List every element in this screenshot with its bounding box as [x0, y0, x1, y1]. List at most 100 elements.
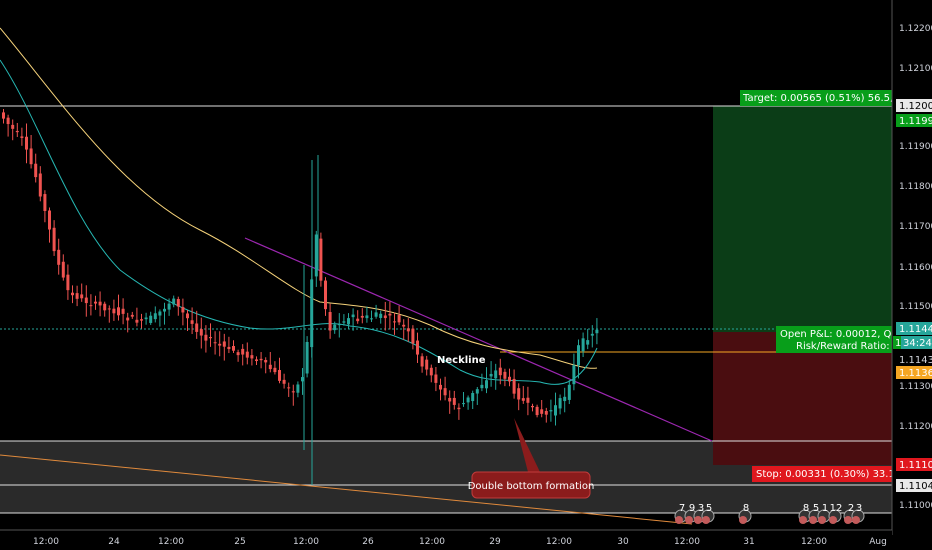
x-tick-label: Aug — [869, 537, 887, 547]
stop-label: Stop: 0.00331 (0.30%) 33.1, Ar — [756, 469, 913, 480]
candle-body — [429, 367, 433, 376]
candle-body — [549, 410, 553, 412]
y-tick-label: 1.12100 — [899, 64, 932, 74]
candle-body — [498, 367, 502, 376]
candle-body — [186, 313, 189, 319]
descending-trendline[interactable] — [244, 237, 713, 442]
candle-body — [494, 370, 498, 379]
tag-countdown-text: 34:24 — [903, 338, 932, 349]
callout-pointer — [514, 418, 540, 472]
candle-body — [89, 305, 93, 307]
candle-body — [57, 249, 61, 265]
tag-target — [896, 114, 932, 127]
candle-body — [512, 378, 516, 394]
candle-body — [457, 407, 461, 410]
tag-entry — [896, 353, 932, 366]
event-marker-count: 8 — [803, 503, 809, 514]
candle-body — [20, 136, 24, 138]
event-flag-icon — [809, 516, 817, 524]
pnl-label-box — [776, 326, 892, 353]
event-flag-icon — [844, 516, 852, 524]
y-tick-label: 1.12200 — [899, 24, 932, 34]
x-tick-label: 12:00 — [293, 537, 319, 547]
candle-body — [236, 352, 240, 356]
time-axis-ticks: 12:00 24 12:00 25 12:00 26 12:00 29 12:00 30 12:00… — [33, 537, 887, 547]
event-marker-count: 3 — [698, 503, 704, 514]
event-flag-icon — [818, 516, 826, 524]
event-marker-count: 2 — [848, 503, 854, 514]
event-marker-count: 5 — [706, 503, 712, 514]
candle-body — [245, 351, 249, 358]
candle-body — [232, 346, 235, 351]
candle-body — [540, 409, 544, 414]
candle-body — [383, 315, 387, 319]
candle-body — [333, 324, 337, 331]
y-tick-label: 1.11300 — [899, 382, 932, 392]
tag-current — [896, 322, 932, 335]
candle-body — [176, 299, 180, 307]
event-markers[interactable]: 7 9 3 5 8 8 5 1 12 2 3 — [674, 503, 865, 524]
candle-body — [29, 148, 33, 165]
candle-body — [397, 315, 401, 323]
position-marker[interactable] — [893, 336, 901, 349]
candle-body — [66, 274, 70, 291]
candle-body — [278, 370, 281, 381]
candle-body — [84, 297, 88, 304]
time-axis[interactable] — [0, 530, 892, 550]
x-tick-label: 26 — [362, 537, 374, 547]
candle-body — [388, 313, 392, 316]
candle-body — [61, 261, 65, 278]
candle-body — [342, 321, 346, 323]
event-marker-count: 1 — [822, 503, 828, 514]
candle-body — [443, 388, 447, 396]
candle-body — [71, 292, 74, 296]
lower-trendline[interactable] — [0, 454, 693, 525]
candle-body — [356, 318, 360, 322]
candle-body — [25, 136, 28, 150]
x-tick-label: 12:00 — [158, 537, 184, 547]
ma-fast-line — [0, 59, 598, 385]
candle-body — [563, 396, 567, 402]
x-tick-label: 12:00 — [674, 537, 700, 547]
tag-ma — [896, 366, 932, 379]
candle-body — [567, 384, 571, 400]
candle-body — [471, 393, 475, 402]
tag-stop-text: 1.11100 — [899, 460, 932, 471]
event-marker-count: 3 — [856, 503, 862, 514]
candle-body — [586, 340, 590, 345]
candle-body — [425, 359, 429, 370]
target-label: Target: 0.00565 (0.51%) 56.5, Am — [742, 93, 913, 104]
candle-body — [144, 317, 148, 320]
y-tick-label: 1.11000 — [899, 501, 932, 511]
tag-ma-text: 1.11366 — [899, 368, 932, 379]
tag-level-lower-text: 1.11049 — [899, 481, 932, 492]
y-tick-label: 1.11800 — [899, 182, 932, 192]
candle-body — [328, 312, 332, 331]
event-flag-icon — [799, 516, 807, 524]
tag-level-lower — [896, 479, 932, 492]
y-tick-label: 1.11600 — [899, 263, 932, 273]
event-marker-count: 12 — [830, 503, 843, 514]
candle-body — [15, 130, 19, 133]
event-marker-count: 5 — [813, 503, 819, 514]
candle-body — [402, 324, 406, 327]
y-tick-label: 1.11500 — [899, 302, 932, 312]
candle-body — [250, 355, 254, 359]
candle-body — [195, 323, 199, 332]
double-bottom-callout[interactable] — [471, 471, 591, 499]
candle-body — [149, 315, 153, 323]
candle-body — [319, 238, 323, 281]
event-flag-icon — [685, 516, 693, 524]
candle-body — [301, 377, 304, 382]
candle-body — [94, 301, 97, 304]
candle-body — [420, 356, 424, 367]
candle-body — [466, 397, 470, 403]
x-tick-label: 12:00 — [801, 537, 827, 547]
event-marker-count: 7 — [679, 503, 685, 514]
candle-body — [6, 117, 10, 125]
x-tick-label: 31 — [743, 537, 754, 547]
candle-body — [324, 280, 327, 310]
